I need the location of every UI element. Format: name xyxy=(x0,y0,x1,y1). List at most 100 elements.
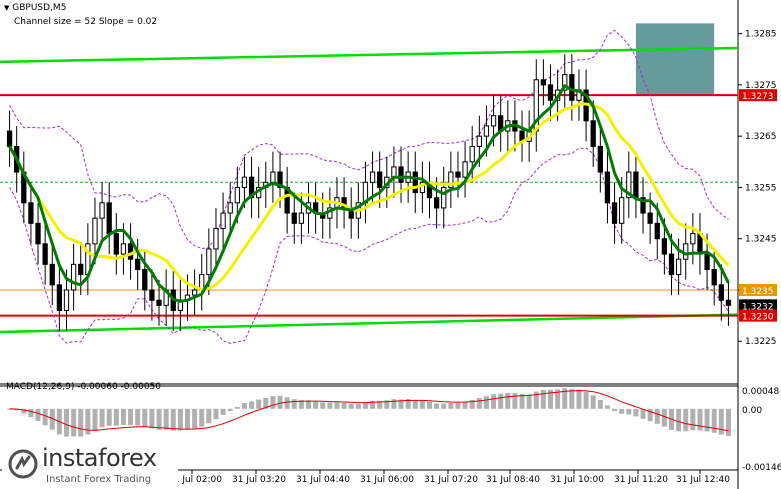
macd-bar xyxy=(597,399,603,409)
candle xyxy=(156,299,162,306)
collapse-icon[interactable]: ▼ xyxy=(4,4,10,12)
macd-bar xyxy=(683,408,689,432)
macd-bar xyxy=(220,408,226,416)
macd-bar xyxy=(725,408,731,436)
macd-bar xyxy=(106,408,112,426)
x-tick-label: 31 Jul 07:20 xyxy=(424,475,478,485)
candle xyxy=(241,176,248,188)
macd-bar xyxy=(313,401,319,409)
candle xyxy=(369,171,376,183)
macd-bar xyxy=(448,402,454,409)
macd-bar xyxy=(149,408,155,429)
macd-bar xyxy=(78,408,84,437)
candle xyxy=(455,171,461,178)
x-tick-label: 31 Jul 08:40 xyxy=(486,475,540,485)
macd-bar xyxy=(334,402,340,409)
macd-bar xyxy=(498,393,504,409)
ma-green-line xyxy=(8,83,730,303)
macd-bar xyxy=(28,408,34,418)
macd-bar xyxy=(71,408,77,437)
candle xyxy=(127,243,134,260)
macd-bar xyxy=(298,400,304,409)
channel-lower-line xyxy=(0,313,739,334)
candle xyxy=(718,284,724,301)
candle xyxy=(619,197,625,224)
macd-bar xyxy=(718,408,724,435)
candle xyxy=(490,115,497,127)
macd-bar xyxy=(291,399,297,409)
macd-bar xyxy=(676,408,682,432)
macd-bar xyxy=(284,397,290,409)
candle xyxy=(590,120,596,147)
current-price-label: 1.3232 xyxy=(742,302,774,312)
candle xyxy=(711,268,717,286)
macd-bar xyxy=(455,402,461,409)
channel-info: Channel size = 52 Slope = 0.02 xyxy=(14,17,158,27)
macd-bar xyxy=(604,405,610,409)
candle xyxy=(35,222,41,245)
macd-bar xyxy=(370,401,376,409)
macd-bar xyxy=(99,408,105,428)
candle xyxy=(391,166,397,178)
macd-bar xyxy=(249,401,255,409)
y-tick-label: 1.3255 xyxy=(745,183,777,193)
candle xyxy=(277,171,283,188)
band-lower xyxy=(9,147,729,344)
macd-bar xyxy=(590,395,596,409)
macd-bar xyxy=(213,408,219,420)
macd-bar xyxy=(306,400,311,409)
macd-label: MACD(12,26,9) -0.00060 -0.00050 xyxy=(6,382,162,392)
candle xyxy=(234,186,240,204)
macd-bar xyxy=(562,388,568,409)
candle xyxy=(647,212,653,224)
candle xyxy=(668,253,675,276)
macd-bar xyxy=(384,400,390,409)
channel-upper-line xyxy=(0,46,739,64)
candle xyxy=(6,130,13,147)
macd-signal-line xyxy=(9,390,729,432)
macd-bar xyxy=(633,408,639,417)
macd-bar xyxy=(135,408,141,426)
candle xyxy=(469,145,475,163)
macd-bar xyxy=(540,389,546,409)
y-tick-label: 1.3285 xyxy=(745,30,777,40)
candle xyxy=(142,268,148,291)
candle xyxy=(99,202,105,219)
x-tick-label: 31 Jul 02:00 xyxy=(168,475,222,485)
candle xyxy=(547,84,554,101)
macd-bar xyxy=(583,391,589,409)
candle xyxy=(604,171,611,204)
candle xyxy=(42,243,48,265)
macd-bar xyxy=(35,408,41,422)
macd-bar xyxy=(476,398,482,409)
candle xyxy=(149,289,155,301)
macd-bar xyxy=(362,402,368,409)
ma-yellow-line xyxy=(8,102,730,292)
macd-bar xyxy=(661,408,667,427)
macd-bar xyxy=(120,408,126,425)
macd-bar xyxy=(526,394,532,409)
candle xyxy=(63,289,70,311)
candle xyxy=(441,186,447,209)
candle xyxy=(113,233,119,255)
macd-bar xyxy=(569,389,575,409)
candle xyxy=(448,171,454,188)
macd-bar xyxy=(92,408,98,432)
macd-bar xyxy=(42,408,48,426)
macd-bar xyxy=(85,408,91,435)
candle xyxy=(704,253,710,270)
candle xyxy=(611,202,618,224)
macd-bar xyxy=(142,408,148,427)
macd-bar xyxy=(491,394,497,409)
candle xyxy=(690,233,696,245)
macd-bar xyxy=(690,408,696,431)
macd-tick-label: -0.00146 xyxy=(742,463,781,473)
candle xyxy=(412,171,418,194)
macd-bar xyxy=(348,403,354,409)
macd-bar xyxy=(704,408,710,432)
x-tick-label: 31 Jul 06:00 xyxy=(360,475,414,485)
candle xyxy=(377,171,383,188)
candle xyxy=(562,74,568,91)
macd-tick-label: 0.00 xyxy=(742,406,762,416)
macd-bar xyxy=(355,403,361,409)
